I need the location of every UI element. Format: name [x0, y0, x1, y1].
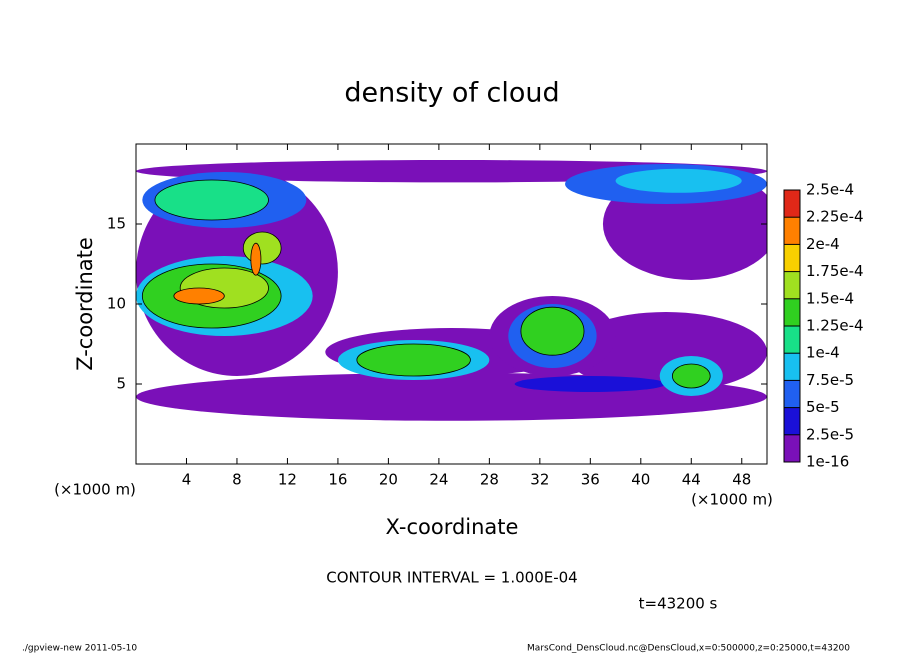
y-tick-label: 10 [107, 295, 126, 313]
footer-right: MarsCond_DensCloud.nc@DensCloud,x=0:5000… [527, 644, 850, 654]
colorbar-swatch [784, 190, 800, 218]
contour-note: CONTOUR INTERVAL = 1.000E-04 [326, 569, 577, 587]
colorbar-swatch [784, 407, 800, 435]
contour-region [615, 168, 742, 193]
x-tick-label: 32 [530, 471, 549, 489]
x-tick-label: 36 [581, 471, 600, 489]
contour-region [520, 306, 585, 356]
contour-region [250, 242, 262, 276]
y-axis-label: Z-coordinate [73, 237, 97, 371]
contour-region [356, 343, 471, 377]
time-note: t=43200 s [639, 595, 718, 613]
colorbar-label: 1.5e-4 [806, 289, 854, 307]
x-tick-label: 20 [379, 471, 398, 489]
colorbar-label: 2e-4 [806, 235, 840, 253]
colorbar-swatch [784, 434, 800, 462]
colorbar-swatch [784, 271, 800, 299]
colorbar-swatch [784, 353, 800, 381]
x-tick-label: 48 [732, 471, 751, 489]
contour-region [671, 363, 711, 389]
colorbar-swatch [784, 244, 800, 272]
contour-region [173, 287, 225, 305]
colorbar-label: 5e-5 [806, 398, 840, 416]
x-axis-label: X-coordinate [386, 515, 519, 539]
x-tick-label: 40 [631, 471, 650, 489]
contour-region [154, 179, 269, 221]
x-tick-label: 28 [480, 471, 499, 489]
y-tick-label: 15 [107, 215, 126, 233]
colorbar-label: 1.75e-4 [806, 262, 864, 280]
colorbar-label: 1.25e-4 [806, 317, 864, 335]
colorbar-label: 2.5e-4 [806, 181, 854, 199]
footer-left: ./gpview-new 2011-05-10 [22, 644, 137, 654]
colorbar-swatch [784, 326, 800, 354]
x-unit: (×1000 m) [691, 491, 773, 509]
colorbar-swatch [784, 217, 800, 245]
x-tick-label: 24 [429, 471, 448, 489]
colorbar-swatch [784, 298, 800, 326]
contour-region [242, 231, 282, 265]
contour-region [514, 376, 667, 392]
x-tick-label: 4 [182, 471, 192, 489]
x-tick-label: 16 [328, 471, 347, 489]
y-tick-label: 5 [116, 375, 126, 393]
x-tick-label: 12 [278, 471, 297, 489]
colorbar-swatch [784, 380, 800, 408]
colorbar-label: 2.5e-5 [806, 425, 854, 443]
y-unit: (×1000 m) [54, 481, 136, 499]
colorbar-label: 1e-4 [806, 344, 840, 362]
x-tick-label: 8 [232, 471, 242, 489]
colorbar-label: 1e-16 [806, 453, 849, 471]
chart-title: density of cloud [344, 78, 559, 109]
x-tick-label: 44 [682, 471, 701, 489]
colorbar-label: 2.25e-4 [806, 208, 864, 226]
field [136, 160, 767, 421]
colorbar-label: 7.5e-5 [806, 371, 854, 389]
